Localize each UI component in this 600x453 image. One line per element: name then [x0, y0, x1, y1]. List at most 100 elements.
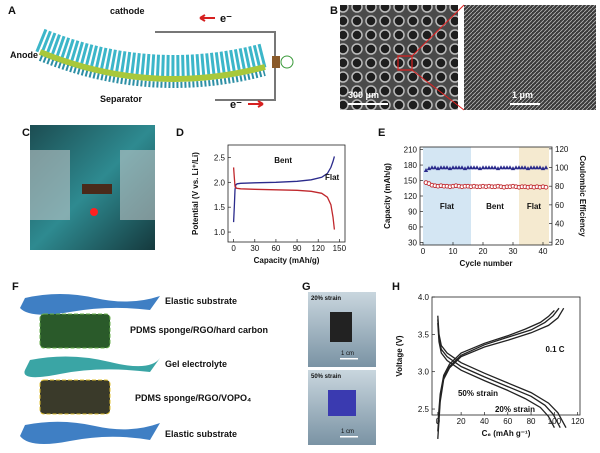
x-tick-label: 120: [312, 244, 326, 253]
x-axis-label: C₆ (mAh g⁻¹): [482, 429, 531, 438]
marker: [465, 165, 471, 170]
line: [437, 309, 555, 425]
panel-label: B: [330, 5, 338, 17]
line: [232, 167, 336, 230]
battery-diagram: [35, 14, 294, 108]
y-tick-label: 1.0: [214, 228, 226, 237]
annotation: 0.1 C: [545, 345, 564, 354]
marker: [486, 165, 492, 170]
marker: [474, 165, 480, 170]
marker: [516, 165, 522, 170]
marker: [492, 165, 498, 170]
region-label: Flat: [440, 202, 455, 211]
y-tick-label: 30: [408, 238, 417, 247]
y-axis-label: Voltage (V): [395, 335, 404, 377]
y-tick-label: 4.0: [418, 293, 430, 302]
y2-tick-label: 60: [555, 201, 564, 210]
layer-label: Elastic substrate: [165, 429, 237, 439]
layer-label: Gel electrolyte: [165, 359, 227, 369]
scale-label: 1 cm: [341, 351, 354, 357]
x-tick-label: 0: [231, 244, 236, 253]
marker: [498, 165, 504, 170]
line: [232, 156, 336, 223]
region: [471, 147, 519, 245]
x-tick-label: 60: [503, 417, 512, 426]
y2-tick-label: 80: [555, 182, 564, 191]
y-tick-label: 180: [404, 161, 418, 170]
layer-label: PDMS sponge/RGO/VOPO₄: [135, 393, 251, 403]
marker: [501, 165, 507, 170]
scale-label: 1 μm: [512, 90, 533, 100]
panel-label: F: [12, 281, 19, 293]
line: [437, 323, 555, 429]
y-tick-label: 3.0: [418, 368, 430, 377]
label-anode: Anode: [10, 50, 38, 60]
x-tick-label: 40: [480, 417, 489, 426]
marker: [507, 165, 513, 170]
panel-label: E: [378, 127, 385, 139]
x-axis-label: Capacity (mAh/g): [254, 256, 320, 265]
label-electron: e⁻: [230, 99, 242, 111]
marker: [513, 165, 519, 170]
layer-diagram: [20, 294, 160, 445]
marker: [423, 168, 429, 173]
strain-label: 20% strain: [311, 296, 341, 302]
plot-frame: [431, 296, 581, 416]
y-tick-label: 60: [408, 223, 417, 232]
scale-label: 1 cm: [341, 429, 354, 435]
x-tick-label: 0: [421, 247, 426, 256]
y2-tick-label: 40: [555, 220, 564, 229]
photo-g: [308, 292, 376, 445]
x-tick-label: 10: [449, 247, 458, 256]
marker: [471, 165, 477, 170]
marker: [543, 184, 549, 190]
x-tick-label: 90: [293, 244, 302, 253]
plot-frame: [227, 144, 346, 243]
marker: [468, 165, 474, 170]
panel-label: H: [392, 281, 400, 293]
marker: [489, 165, 495, 170]
series-label: Flat: [325, 173, 340, 182]
label-separator: Separator: [100, 94, 143, 104]
y-tick-label: 2.5: [418, 405, 430, 414]
line: [437, 315, 567, 429]
x-tick-label: 60: [271, 244, 280, 253]
line: [437, 319, 561, 429]
y-tick-label: 2.5: [214, 153, 226, 162]
marker: [450, 165, 456, 170]
label-electron: e⁻: [220, 13, 232, 25]
y2-axis-label: Coulombic Efficiency: [578, 155, 587, 237]
x-tick-label: 120: [571, 417, 585, 426]
annotation: 50% strain: [458, 389, 498, 398]
marker: [429, 165, 435, 170]
marker: [444, 165, 450, 170]
region-label: Bent: [486, 202, 504, 211]
label-cathode: cathode: [110, 6, 145, 16]
y-tick-label: 2.0: [214, 178, 226, 187]
marker: [534, 165, 540, 170]
y-tick-label: 3.5: [418, 330, 430, 339]
sem-images: [340, 4, 596, 111]
region: [423, 147, 471, 245]
x-tick-label: 100: [548, 417, 562, 426]
marker: [483, 165, 489, 170]
region-label: Flat: [527, 202, 542, 211]
x-tick-label: 80: [527, 417, 536, 426]
marker: [441, 165, 447, 170]
x-tick-label: 30: [509, 247, 518, 256]
photo-c: [30, 125, 155, 250]
panel-label: C: [22, 127, 30, 139]
marker: [543, 165, 549, 170]
marker: [480, 165, 486, 170]
y-tick-label: 120: [404, 192, 418, 201]
marker: [456, 165, 462, 170]
x-axis-label: Cycle number: [460, 259, 513, 268]
x-tick-label: 30: [250, 244, 259, 253]
marker: [528, 165, 534, 170]
x-tick-label: 20: [479, 247, 488, 256]
y-tick-label: 210: [404, 146, 418, 155]
layer-label: Elastic substrate: [165, 296, 237, 306]
scale-label: 300 μm: [348, 90, 379, 100]
panel-label: D: [176, 127, 184, 139]
